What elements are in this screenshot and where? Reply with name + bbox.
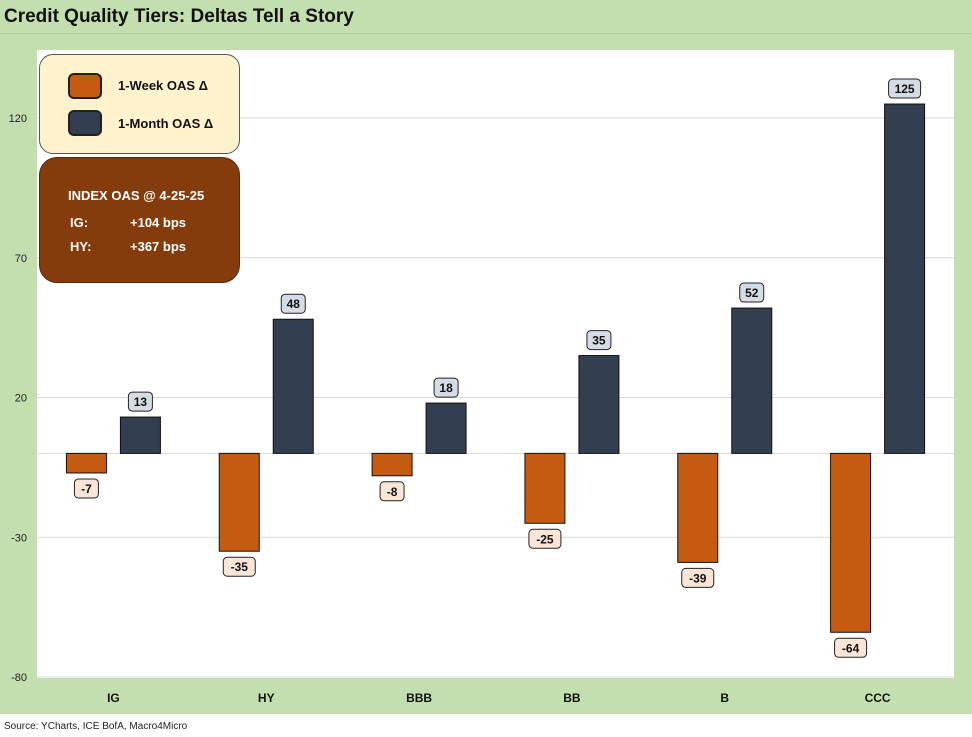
data-label: 52 xyxy=(745,286,759,300)
data-label-box xyxy=(73,478,99,499)
legend-label-week: 1-Week OAS Δ xyxy=(118,78,209,93)
source-note: Source: YCharts, ICE BofA, Macro4Micro xyxy=(4,721,188,732)
bar-1-week xyxy=(677,452,719,563)
bar-1-week xyxy=(830,452,872,633)
data-label-box xyxy=(739,282,765,303)
x-tick-label: B xyxy=(720,691,729,705)
data-label: -8 xyxy=(387,485,398,499)
index-oas-title: INDEX OAS @ 4-25-25 xyxy=(68,188,205,203)
data-label-box xyxy=(586,330,612,351)
data-label: 18 xyxy=(439,381,453,395)
x-tick-label: BB xyxy=(563,691,581,705)
data-label-box xyxy=(379,481,405,502)
legend: 1-Week OAS Δ 1-Month OAS Δ xyxy=(39,54,240,154)
data-label: -64 xyxy=(842,641,860,655)
x-tick-label: BBB xyxy=(406,691,432,705)
y-tick-label: -30 xyxy=(11,532,27,544)
data-label: 48 xyxy=(287,297,301,311)
y-tick-label: -80 xyxy=(11,672,27,684)
legend-label-month: 1-Month OAS Δ xyxy=(118,116,214,131)
y-tick-label: 20 xyxy=(15,393,27,405)
bar-1-week xyxy=(218,452,260,552)
legend-swatch-month xyxy=(68,110,102,136)
data-label: 125 xyxy=(895,82,915,96)
bar-1-month xyxy=(119,416,161,454)
data-label-box xyxy=(433,377,459,398)
bar-1-week xyxy=(371,452,413,477)
data-label: 13 xyxy=(134,395,148,409)
hy-value: +367 bps xyxy=(130,239,187,254)
ig-value: +104 bps xyxy=(130,215,187,230)
index-oas-box: INDEX OAS @ 4-25-25 IG: +104 bps HY: +36… xyxy=(39,157,240,283)
data-label: -7 xyxy=(81,482,92,496)
data-label: -35 xyxy=(231,560,249,574)
title-bar: Credit Quality Tiers: Deltas Tell a Stor… xyxy=(0,0,972,34)
bar-1-month xyxy=(578,355,620,454)
bar-1-month xyxy=(425,402,467,454)
y-tick-label: 120 xyxy=(9,113,27,125)
bar-1-month xyxy=(731,307,773,454)
data-label-box xyxy=(888,78,922,99)
bar-1-month xyxy=(272,318,314,454)
data-label-box xyxy=(681,567,715,588)
data-label-box xyxy=(222,556,256,577)
bar-1-month xyxy=(884,103,926,454)
data-label-box xyxy=(834,637,868,658)
data-label-box xyxy=(127,391,153,412)
x-tick-label: IG xyxy=(107,691,120,705)
bar-1-week xyxy=(65,452,107,474)
data-label: -25 xyxy=(536,532,554,546)
y-tick-label: 70 xyxy=(15,253,27,265)
chart-title: Credit Quality Tiers: Deltas Tell a Stor… xyxy=(4,6,354,27)
data-label-box xyxy=(280,293,306,314)
legend-swatch-week xyxy=(68,73,102,99)
chart-canvas: -80 -30 20 70 120 IG -7 13 HY -35 48 BBB -8 18 BB -25 35… xyxy=(9,78,954,705)
x-tick-label: HY xyxy=(258,691,275,705)
data-label-box xyxy=(528,528,562,549)
ig-label: IG: xyxy=(70,215,89,230)
hy-label: HY: xyxy=(70,239,92,254)
data-label: -39 xyxy=(689,571,707,585)
plot-area xyxy=(37,50,954,678)
x-tick-label: CCC xyxy=(865,691,891,705)
data-label: 35 xyxy=(592,334,606,348)
bar-1-week xyxy=(524,452,566,524)
